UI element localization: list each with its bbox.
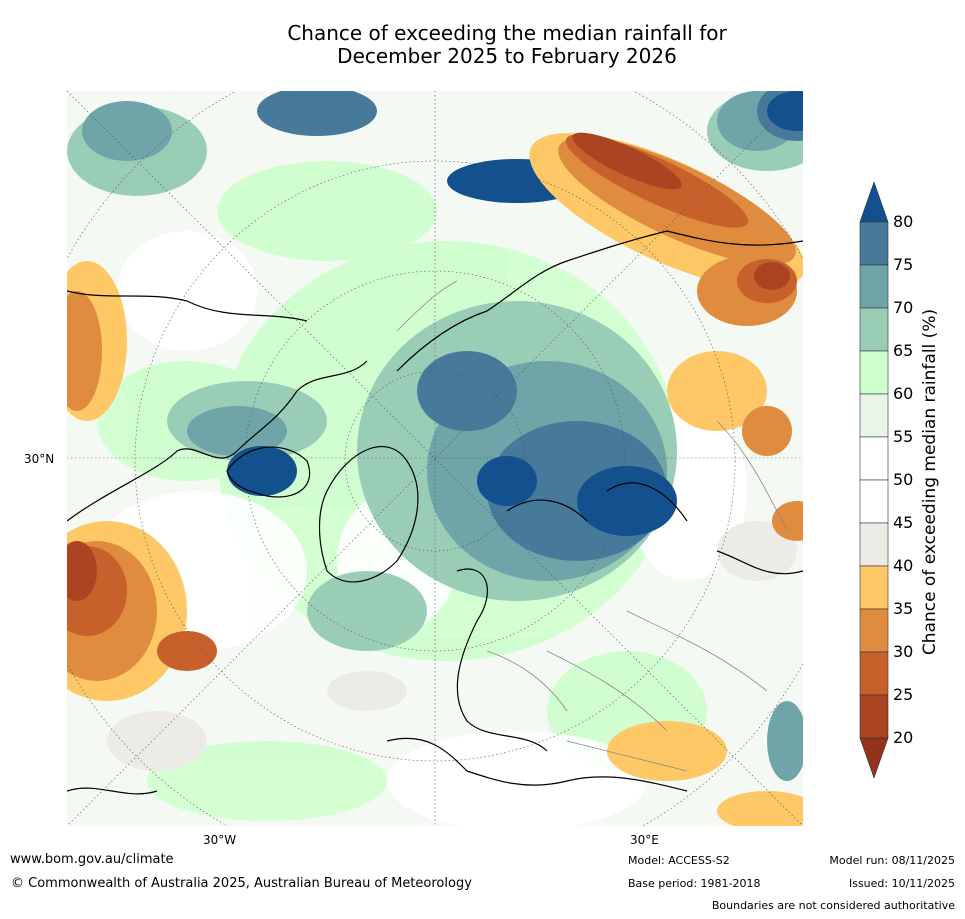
footer-model-run: Model run: 08/11/2025 xyxy=(829,854,955,867)
colorbar-label-text: Chance of exceeding median rainfall (%) xyxy=(920,308,940,656)
colorbar-tick-label: 75 xyxy=(893,255,914,274)
colorbar xyxy=(859,181,889,779)
map-title: Chance of exceeding the median rainfall … xyxy=(0,22,965,68)
coastlines xyxy=(67,230,803,795)
colorbar-tick-label: 50 xyxy=(893,470,914,489)
colorbar-bin xyxy=(859,694,889,739)
colorbar-bin xyxy=(859,264,889,309)
colorbar-bin-top xyxy=(859,181,889,223)
title-line-1: Chance of exceeding the median rainfall … xyxy=(287,21,727,45)
colorbar-bin xyxy=(859,307,889,352)
colorbar-bins xyxy=(859,181,889,779)
colorbar-tick-label: 60 xyxy=(893,384,914,403)
footer-base-period: Base period: 1981-2018 xyxy=(628,877,761,890)
grey-regions xyxy=(107,521,797,771)
map-svg xyxy=(67,91,803,826)
colorbar-bin xyxy=(859,608,889,653)
colorbar-tick-label: 30 xyxy=(893,642,914,661)
footer-model: Model: ACCESS-S2 xyxy=(628,854,730,867)
colorbar-bin xyxy=(859,651,889,696)
colorbar-bin xyxy=(859,522,889,567)
colorbar-tick-label: 35 xyxy=(893,599,914,618)
footer-issued: Issued: 10/11/2025 xyxy=(848,877,955,890)
colorbar-tick-label: 25 xyxy=(893,685,914,704)
title-line-2: December 2025 to February 2026 xyxy=(337,44,677,68)
colorbar-tick-label: 20 xyxy=(893,728,914,747)
latitude-label: 30°N xyxy=(24,452,55,466)
colorbar-bin xyxy=(859,393,889,438)
colorbar-tick-label: 70 xyxy=(893,298,914,317)
colorbar-bin-bottom xyxy=(859,737,889,779)
footer-copyright: © Commonwealth of Australia 2025, Austra… xyxy=(11,876,472,891)
longitude-label-west: 30°W xyxy=(203,833,237,847)
graticule xyxy=(67,91,803,826)
colorbar-tick-label: 65 xyxy=(893,341,914,360)
colorbar-bin xyxy=(859,479,889,524)
colorbar-bin xyxy=(859,350,889,395)
footer-url[interactable]: www.bom.gov.au/climate xyxy=(10,852,174,867)
colorbar-tick-label: 45 xyxy=(893,513,914,532)
colorbar-tick-label: 55 xyxy=(893,427,914,446)
forecast-map xyxy=(67,91,803,826)
dark-brown-regions xyxy=(67,132,790,601)
country-borders xyxy=(396,280,788,772)
colorbar-bin xyxy=(859,436,889,481)
colorbar-tick-label: 80 xyxy=(893,212,914,231)
colorbar-tick-label: 40 xyxy=(893,556,914,575)
longitude-label-east: 30°E xyxy=(630,833,659,847)
footer-boundaries-note: Boundaries are not considered authoritat… xyxy=(711,899,955,912)
colorbar-bin xyxy=(859,565,889,610)
colorbar-bin xyxy=(859,221,889,266)
